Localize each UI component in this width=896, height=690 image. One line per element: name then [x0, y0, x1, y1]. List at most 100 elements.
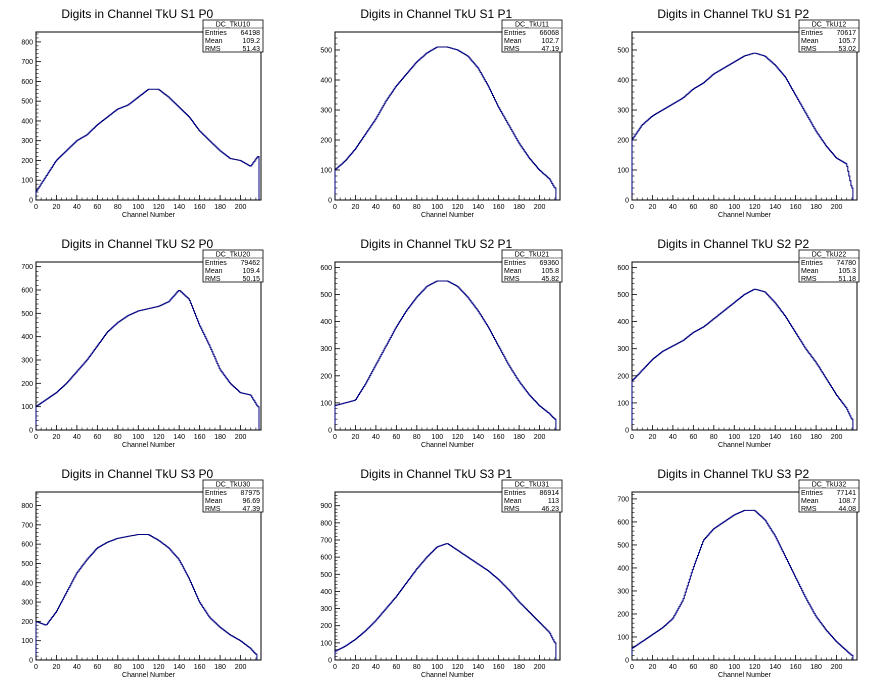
- x-tick-label: 120: [452, 664, 464, 671]
- stats-label: Entries: [205, 490, 227, 497]
- stats-value: 47.19: [541, 46, 559, 53]
- x-tick-label: 60: [392, 664, 400, 671]
- x-tick-label: 60: [93, 664, 101, 671]
- y-tick-label: 600: [320, 265, 332, 272]
- stats-label: Entries: [504, 30, 526, 37]
- x-tick-label: 20: [352, 434, 360, 441]
- x-axis-label: Channel Number: [122, 442, 176, 449]
- stats-box-frame: [202, 249, 264, 283]
- stats-box-frame: [798, 249, 860, 283]
- chart-title: Digits in Channel TkU S3 P2: [657, 467, 809, 481]
- plot-frame: [334, 261, 561, 431]
- x-tick-label: 200: [235, 664, 247, 671]
- x-tick-label: 0: [630, 664, 634, 671]
- y-tick-label: 400: [320, 78, 332, 85]
- x-tick-label: 180: [810, 664, 822, 671]
- x-tick-label: 180: [214, 664, 226, 671]
- plot-frame: [334, 31, 561, 201]
- y-tick-label: 700: [21, 522, 33, 529]
- stats-value: 47.39: [242, 506, 260, 513]
- stats-value: 105.7: [838, 38, 856, 45]
- y-tick-label: 0: [625, 658, 629, 665]
- x-tick-label: 20: [649, 204, 657, 211]
- x-tick-label: 40: [372, 664, 380, 671]
- x-tick-label: 80: [710, 204, 718, 211]
- x-tick-label: 20: [53, 204, 61, 211]
- x-tick-label: 160: [194, 664, 206, 671]
- x-tick-label: 140: [173, 204, 185, 211]
- chart-title: Digits in Channel TkU S3 P1: [360, 467, 512, 481]
- stats-value: 70617: [837, 30, 857, 37]
- chart-title: Digits in Channel TkU S1 P2: [657, 7, 809, 21]
- y-tick-label: 400: [21, 334, 33, 341]
- stats-box-frame: [798, 19, 860, 53]
- y-tick-label: 400: [21, 118, 33, 125]
- y-tick-label: 0: [328, 428, 332, 435]
- x-tick-label: 180: [214, 434, 226, 441]
- chart-title: Digits in Channel TkU S1 P1: [360, 7, 512, 21]
- stats-name: DC_TkU30: [216, 482, 251, 489]
- y-tick-label: 100: [320, 168, 332, 175]
- x-tick-label: 160: [493, 664, 505, 671]
- x-tick-label: 120: [153, 204, 165, 211]
- stats-box-frame: [202, 479, 264, 513]
- x-axis-label: Channel Number: [718, 212, 772, 219]
- x-tick-label: 0: [333, 664, 337, 671]
- x-tick-label: 80: [114, 204, 122, 211]
- y-tick-label: 700: [21, 264, 33, 271]
- stats-label: RMS: [205, 506, 221, 513]
- x-tick-label: 40: [669, 664, 677, 671]
- x-tick-label: 0: [630, 204, 634, 211]
- y-tick-label: 600: [21, 288, 33, 295]
- stats-label: RMS: [801, 46, 817, 53]
- x-tick-label: 40: [73, 204, 81, 211]
- x-tick-label: 20: [352, 664, 360, 671]
- x-tick-label: 140: [173, 434, 185, 441]
- x-tick-label: 120: [452, 204, 464, 211]
- stats-value: 109.2: [242, 38, 260, 45]
- x-tick-label: 120: [153, 434, 165, 441]
- chart-title: Digits in Channel TkU S1 P0: [61, 7, 213, 21]
- x-tick-label: 20: [649, 434, 657, 441]
- stats-value: 51.43: [242, 46, 260, 53]
- y-tick-label: 100: [21, 178, 33, 185]
- y-tick-label: 300: [21, 138, 33, 145]
- x-tick-label: 180: [513, 664, 525, 671]
- histogram-series: [334, 543, 557, 660]
- y-tick-label: 500: [21, 311, 33, 318]
- x-tick-label: 20: [649, 664, 657, 671]
- stats-value: 105.8: [541, 268, 559, 275]
- y-tick-label: 300: [617, 588, 629, 595]
- x-tick-label: 100: [132, 664, 144, 671]
- histogram-series: [631, 288, 854, 430]
- y-tick-label: 100: [617, 400, 629, 407]
- x-tick-label: 0: [333, 434, 337, 441]
- stats-value: 79462: [241, 260, 261, 267]
- x-tick-label: 200: [534, 204, 546, 211]
- stats-box-frame: [798, 479, 860, 513]
- y-tick-label: 200: [320, 623, 332, 630]
- x-tick-label: 20: [53, 664, 61, 671]
- x-tick-label: 160: [790, 434, 802, 441]
- x-tick-label: 60: [93, 204, 101, 211]
- x-tick-label: 100: [132, 434, 144, 441]
- stats-value: 53.02: [838, 46, 856, 53]
- y-tick-label: 400: [617, 565, 629, 572]
- y-tick-label: 200: [617, 373, 629, 380]
- y-tick-label: 500: [320, 48, 332, 55]
- x-tick-label: 80: [413, 664, 421, 671]
- y-tick-label: 900: [320, 503, 332, 510]
- histogram-series: [35, 88, 260, 200]
- y-tick-label: 400: [617, 319, 629, 326]
- x-tick-label: 40: [669, 434, 677, 441]
- stats-label: Entries: [205, 30, 227, 37]
- x-tick-label: 40: [73, 664, 81, 671]
- histogram-series: [631, 52, 854, 200]
- stats-label: RMS: [504, 46, 520, 53]
- stats-box-frame: [501, 19, 563, 53]
- y-tick-label: 400: [617, 78, 629, 85]
